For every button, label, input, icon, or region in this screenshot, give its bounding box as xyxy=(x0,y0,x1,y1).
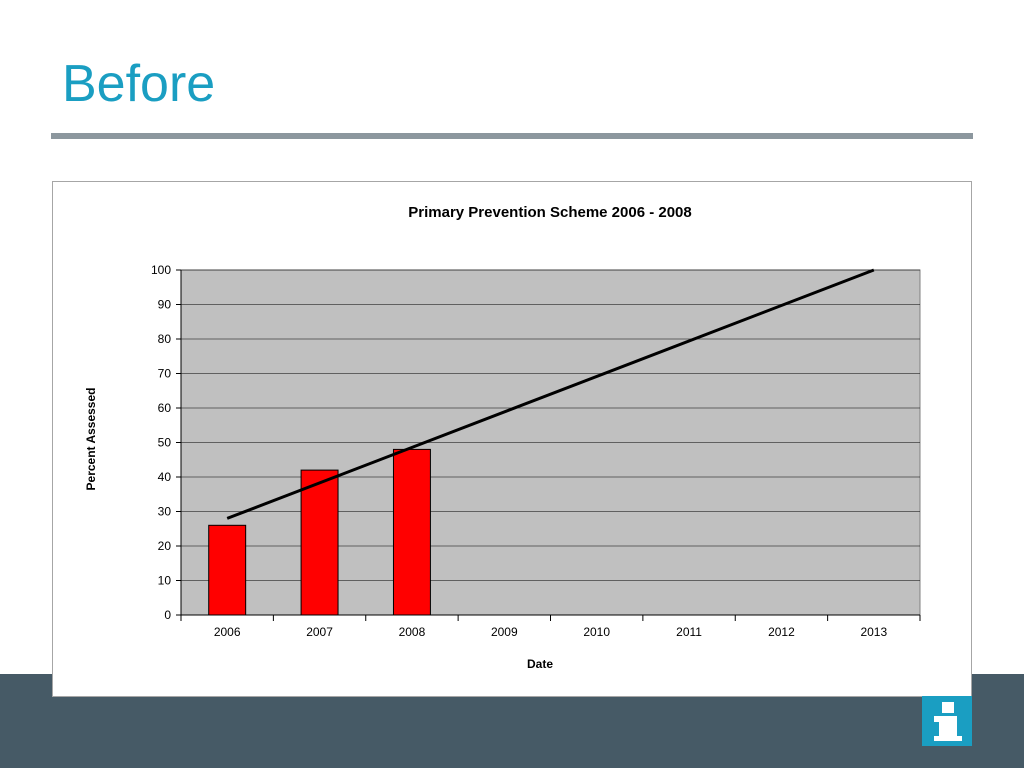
x-tick-label: 2013 xyxy=(860,625,887,639)
x-tick-label: 2006 xyxy=(214,625,241,639)
info-icon xyxy=(922,696,972,746)
x-axis-label: Date xyxy=(527,657,553,671)
chart-title: Primary Prevention Scheme 2006 - 2008 xyxy=(408,204,692,221)
y-tick-label: 50 xyxy=(158,436,172,450)
x-tick-label: 2012 xyxy=(768,625,795,639)
trendline xyxy=(226,268,875,520)
x-tick-label: 2008 xyxy=(399,625,426,639)
y-tick-label: 70 xyxy=(158,367,172,381)
y-tick-label: 60 xyxy=(158,401,172,415)
y-tick-label: 100 xyxy=(151,263,171,277)
y-axis-label: Percent Assessed xyxy=(84,388,98,491)
bar xyxy=(392,448,431,616)
y-tick-label: 0 xyxy=(164,608,171,622)
bar xyxy=(300,469,339,616)
slide-title: Before xyxy=(62,55,216,113)
y-tick-label: 80 xyxy=(158,332,172,346)
bar xyxy=(208,524,247,616)
y-tick-label: 20 xyxy=(158,539,172,553)
y-tick-label: 10 xyxy=(158,574,172,588)
x-tick-label: 2009 xyxy=(491,625,518,639)
y-tick-label: 90 xyxy=(158,298,172,312)
x-tick-label: 2010 xyxy=(583,625,610,639)
title-divider xyxy=(51,133,973,139)
chart-frame: Primary Prevention Scheme 2006 - 2008 Pe… xyxy=(52,181,972,697)
y-tick-label: 40 xyxy=(158,470,172,484)
y-tick-label: 30 xyxy=(158,505,172,519)
x-tick-label: 2007 xyxy=(306,625,333,639)
bar-chart: Primary Prevention Scheme 2006 - 2008 Pe… xyxy=(84,204,921,671)
x-tick-label: 2011 xyxy=(676,625,702,639)
